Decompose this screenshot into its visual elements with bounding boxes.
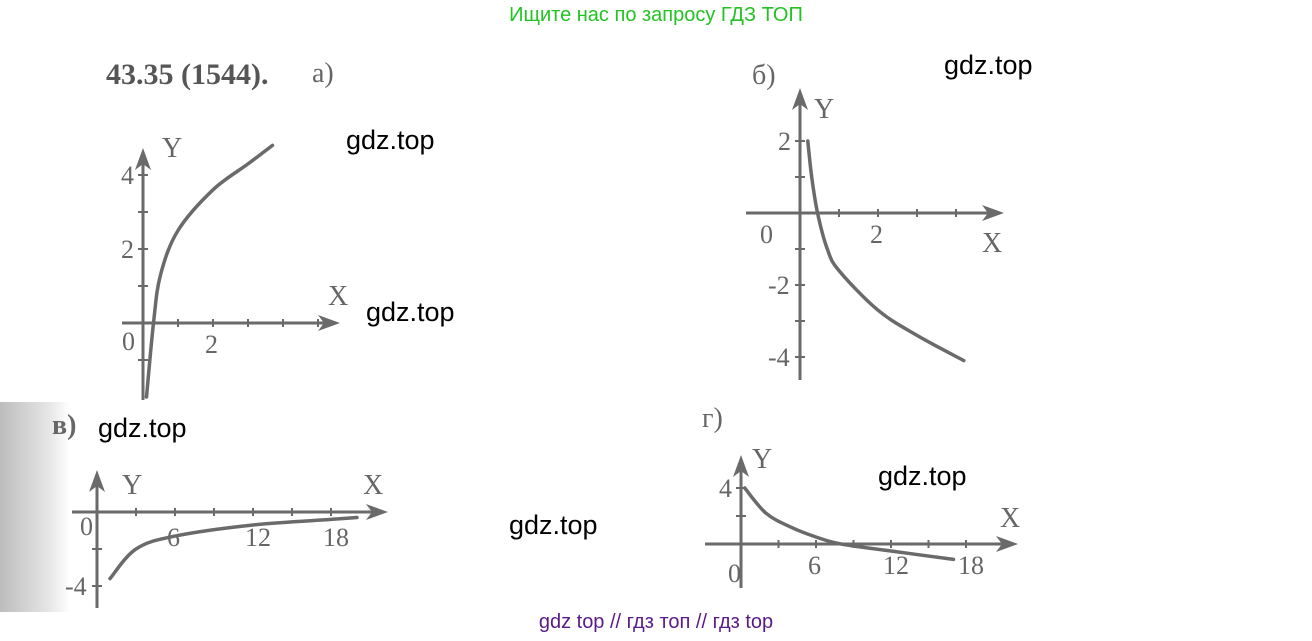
function-curve [743,486,956,562]
y-axis-label: Y [122,470,142,501]
y-axis-arrow-icon [135,148,151,170]
y-axis-arrow-icon [89,470,105,492]
x-axis-arrow-icon [366,504,388,520]
panel-label-v: в) [52,410,77,441]
function-curve [144,143,275,399]
watermark-gdz-top: gdz.top [366,297,455,327]
x-tick-label: 0 [728,559,741,588]
x-axis-arrow-icon [318,315,340,331]
scan-shadow [0,402,70,612]
problem-number: 43.35 (1544). [106,58,269,91]
watermark-gdz-top: gdz.top [98,413,187,443]
x-axis-label: X [328,281,348,312]
y-axis-arrow-icon [792,88,808,110]
y-tick-label: -2 [768,271,790,300]
x-axis-arrow-icon [996,536,1018,552]
x-tick-label: 12 [883,551,909,580]
y-axis-label: Y [162,133,182,164]
y-tick-label: 4 [719,474,732,503]
x-axis-label: X [982,228,1002,259]
x-tick-label: 18 [958,551,984,580]
x-tick-label: 6 [808,551,821,580]
watermark-gdz-top: gdz.top [944,50,1033,80]
x-tick-label: 12 [245,523,271,552]
x-axis-arrow-icon [982,205,1004,221]
watermark-gdz-top: gdz.top [509,510,598,540]
x-tick-label: 2 [205,330,218,359]
x-tick-label: 2 [870,220,883,249]
y-tick-label: -4 [768,343,790,372]
panel-label-a: а) [312,58,334,89]
x-tick-label: 0 [760,220,773,249]
x-tick-label: 0 [122,327,135,356]
x-tick-label: 0 [80,512,93,541]
x-tick-label: 18 [323,523,349,552]
y-tick-label: 2 [778,127,791,156]
top-watermark-banner: Ищите нас по запросу ГДЗ ТОП [509,4,803,26]
bottom-watermark-banner: gdz top // гдз топ // гдз top [538,611,774,633]
function-curve [806,139,966,363]
watermark-gdz-top: gdz.top [346,125,435,155]
y-axis-arrow-icon [733,455,749,477]
panel-label-g: г) [702,403,723,434]
function-curve [108,515,359,581]
x-axis-label: X [363,470,383,501]
y-tick-label: 4 [121,161,134,190]
y-tick-label: 2 [121,235,134,264]
watermark-gdz-top: gdz.top [878,461,967,491]
x-axis-label: X [1000,503,1020,534]
y-axis-label: Y [814,94,834,125]
panel-label-b: б) [752,60,776,91]
y-axis-label: Y [752,444,772,475]
y-tick-label: -4 [65,572,87,601]
